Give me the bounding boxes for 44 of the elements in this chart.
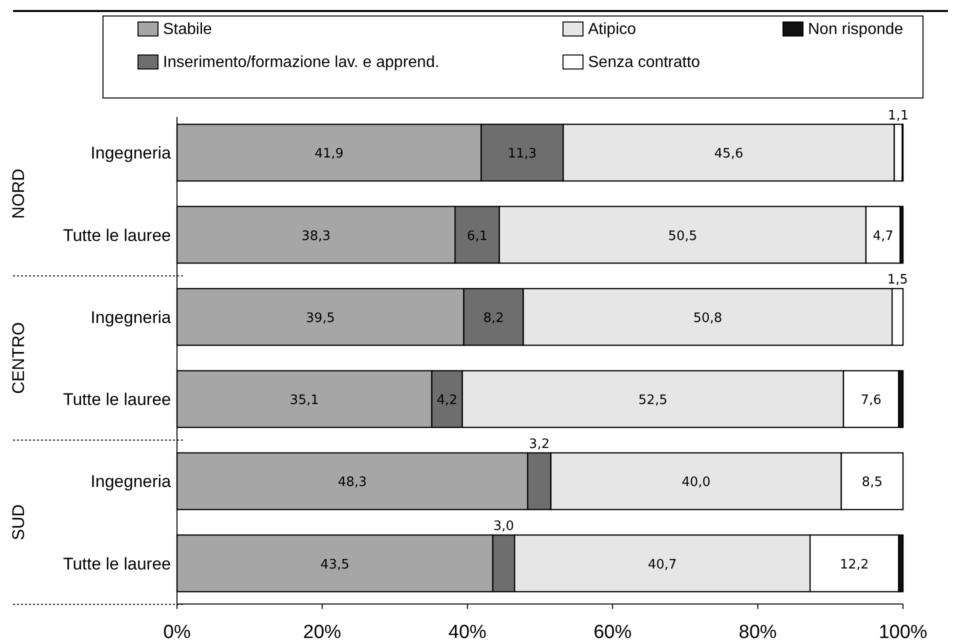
data-label: 3,2 xyxy=(528,436,550,452)
data-label: 35,1 xyxy=(290,393,319,408)
x-tick-label: 20% xyxy=(303,622,342,643)
text: CENTRO xyxy=(9,322,28,394)
data-label: 4,2 xyxy=(436,393,458,408)
text: SUD xyxy=(9,504,28,540)
data-label: 1,5 xyxy=(887,272,908,288)
x-tick-label: 100% xyxy=(878,622,928,643)
legend-label: Senza contratto xyxy=(588,54,700,71)
data-label: 4,7 xyxy=(872,228,894,244)
data-label: 41,9 xyxy=(314,146,344,162)
y-tick-label: Tutte le lauree xyxy=(62,226,171,245)
data-label: 6,1 xyxy=(466,228,488,244)
text: NORD xyxy=(9,168,28,219)
data-label: 39,5 xyxy=(306,310,335,326)
y-tick-label: Tutte le lauree xyxy=(62,554,171,574)
data-label: 8,5 xyxy=(862,475,882,490)
data-label: 12,2 xyxy=(840,557,869,572)
x-tick-label: 80% xyxy=(738,622,777,643)
data-label: 38,3 xyxy=(302,228,331,244)
data-label: 1,1 xyxy=(888,108,909,124)
data-label: 43,5 xyxy=(320,557,350,572)
data-label: 52,5 xyxy=(638,393,668,408)
data-label: 8,2 xyxy=(483,310,504,326)
x-tick-label: 0% xyxy=(163,622,191,643)
data-label: 48,3 xyxy=(338,475,367,490)
legend-label: Stabile xyxy=(163,21,212,38)
data-label: 45,6 xyxy=(714,146,744,162)
x-tick-label: 60% xyxy=(594,622,632,643)
data-label: 7,6 xyxy=(860,393,882,408)
legend-label: Inserimento/formazione lav. e apprend. xyxy=(163,54,440,71)
x-tick-label: 40% xyxy=(448,622,487,643)
data-label: 40,0 xyxy=(682,475,711,490)
y-tick-label: Ingegneria xyxy=(90,472,172,492)
y-tick-label: Ingegneria xyxy=(90,144,172,163)
legend-label: Non risponde xyxy=(808,21,904,38)
y-tick-label: Tutte le lauree xyxy=(62,390,171,410)
data-label: 11,3 xyxy=(508,146,537,162)
data-label: 50,5 xyxy=(668,228,698,244)
data-label: 3,0 xyxy=(493,519,514,534)
data-label: 50,8 xyxy=(693,310,722,326)
y-tick-label: Ingegneria xyxy=(90,308,172,327)
data-label: 40,7 xyxy=(648,557,677,572)
legend-label: Atipico xyxy=(588,21,636,38)
